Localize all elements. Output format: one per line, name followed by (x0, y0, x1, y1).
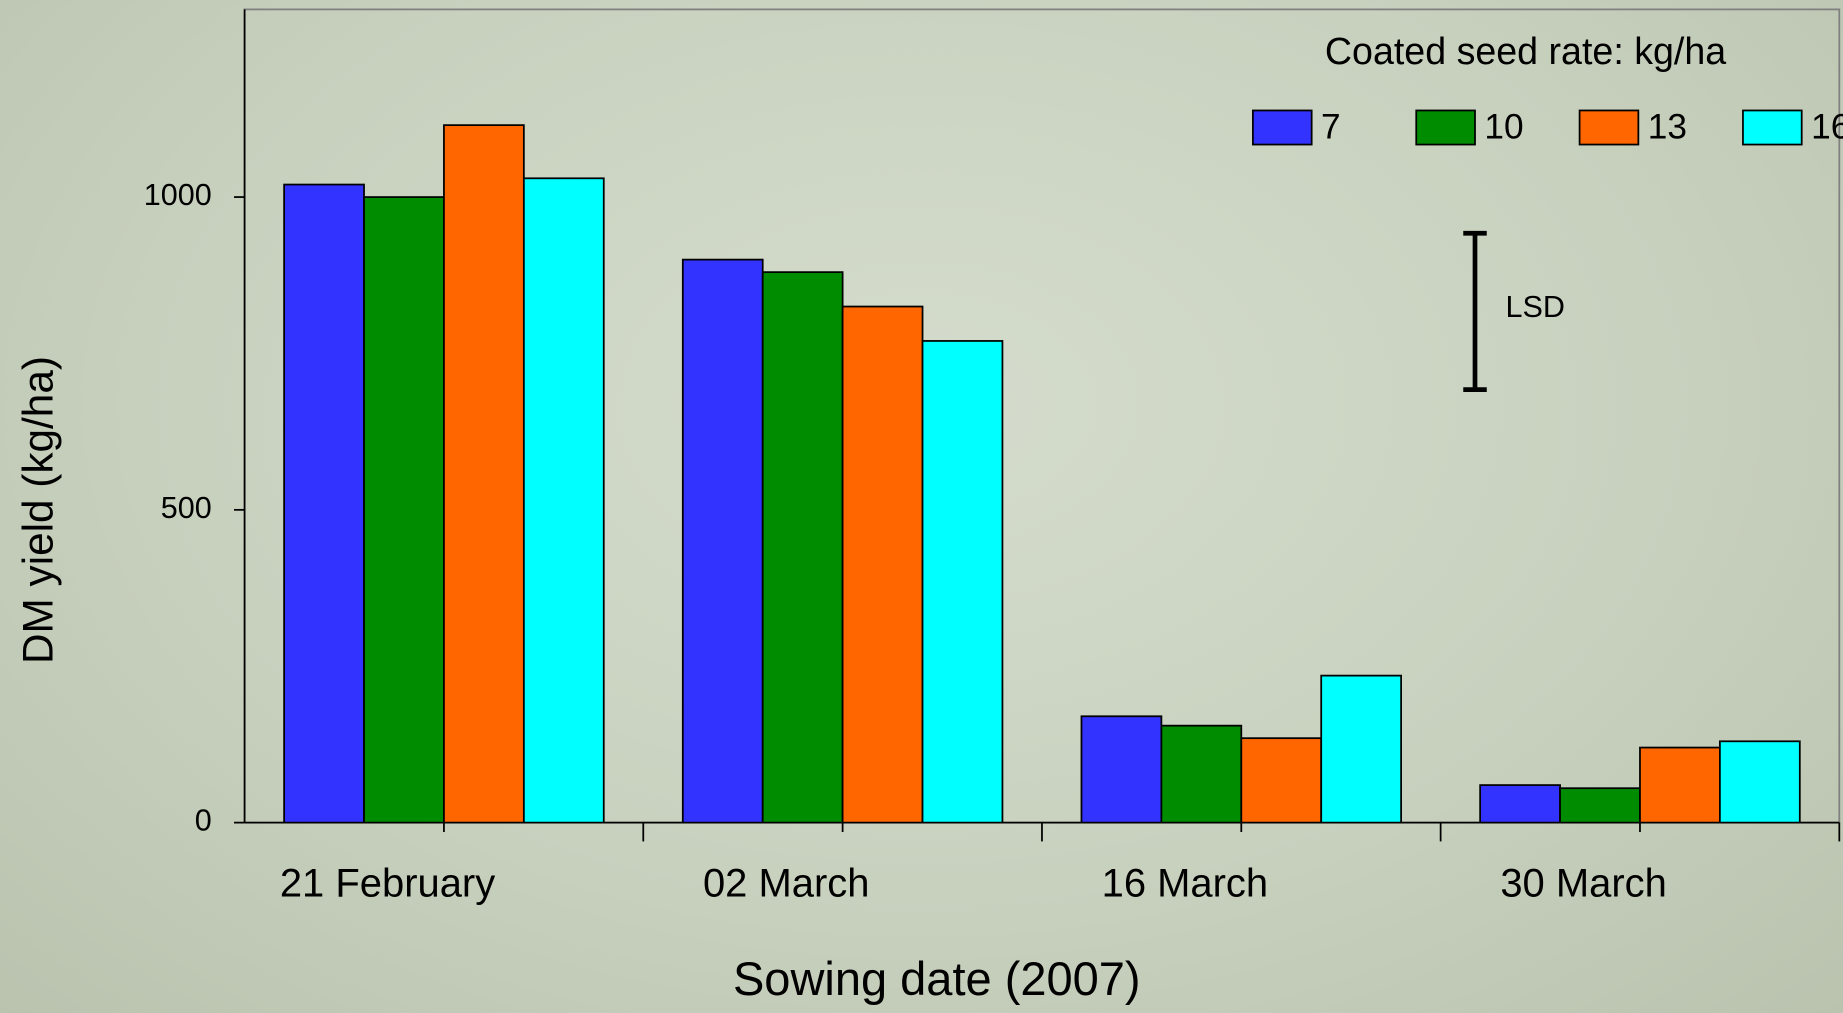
y-tick-label: 0 (195, 804, 212, 838)
legend-swatch (1415, 109, 1476, 146)
bar (443, 124, 525, 824)
legend-swatch (1252, 109, 1313, 146)
bar (1160, 724, 1243, 824)
y-axis-title: DM yield (kg/ha) (14, 356, 61, 664)
bar (522, 177, 605, 824)
legend-swatch (1578, 109, 1640, 146)
x-tick-label: 16 March (1102, 862, 1268, 906)
bar (1320, 674, 1402, 824)
bar (761, 271, 844, 824)
bar (681, 258, 764, 824)
bar (1479, 784, 1561, 824)
x-tick-label: 21 February (280, 862, 495, 906)
legend-swatch (1742, 109, 1803, 146)
bar (1080, 715, 1163, 824)
error-bar-label: LSD (1506, 290, 1565, 324)
x-tick-label: 30 March (1500, 862, 1666, 906)
bar (1240, 737, 1323, 824)
bar (1639, 746, 1721, 824)
legend-title: Coated seed rate: kg/ha (1325, 30, 1726, 72)
legend-label: 13 (1648, 108, 1687, 147)
y-tick-label: 500 (161, 491, 212, 525)
legend-label: 16 (1811, 108, 1843, 147)
bar (1559, 787, 1641, 824)
bar (921, 340, 1004, 824)
legend-label: 7 (1321, 108, 1341, 147)
legend-label: 10 (1484, 108, 1523, 147)
y-tick-label: 1000 (144, 178, 212, 212)
bar (363, 196, 445, 824)
x-axis-title: Sowing date (2007) (733, 952, 1141, 1005)
x-tick-label: 02 March (703, 862, 869, 906)
bar (283, 183, 365, 824)
bar (1719, 740, 1801, 824)
bar (841, 305, 924, 824)
